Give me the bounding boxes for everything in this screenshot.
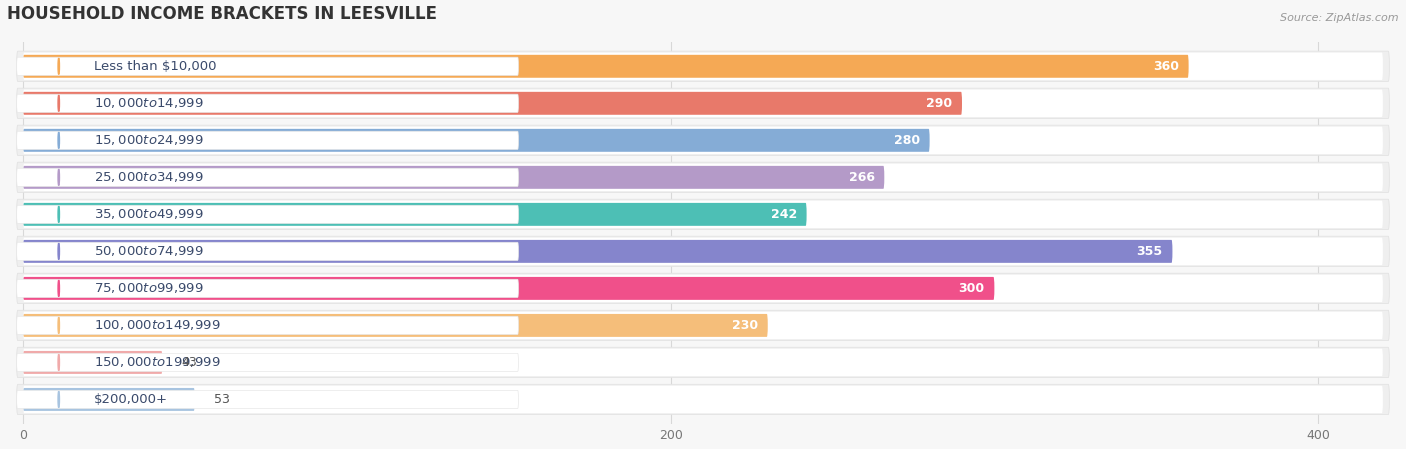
FancyBboxPatch shape bbox=[22, 163, 1384, 191]
Text: 290: 290 bbox=[927, 97, 952, 110]
Text: 242: 242 bbox=[770, 208, 797, 221]
FancyBboxPatch shape bbox=[17, 205, 519, 224]
Text: $35,000 to $49,999: $35,000 to $49,999 bbox=[94, 207, 204, 221]
Text: $25,000 to $34,999: $25,000 to $34,999 bbox=[94, 170, 204, 185]
FancyBboxPatch shape bbox=[17, 273, 1389, 304]
Circle shape bbox=[58, 317, 59, 334]
Text: 280: 280 bbox=[894, 134, 920, 147]
FancyBboxPatch shape bbox=[22, 275, 1384, 302]
FancyBboxPatch shape bbox=[17, 236, 1389, 267]
FancyBboxPatch shape bbox=[22, 240, 1173, 263]
FancyBboxPatch shape bbox=[22, 55, 1188, 78]
FancyBboxPatch shape bbox=[17, 310, 1389, 341]
FancyBboxPatch shape bbox=[17, 131, 519, 150]
Text: 53: 53 bbox=[214, 393, 231, 406]
FancyBboxPatch shape bbox=[17, 199, 1389, 229]
FancyBboxPatch shape bbox=[22, 312, 1384, 339]
Text: $75,000 to $99,999: $75,000 to $99,999 bbox=[94, 282, 204, 295]
Circle shape bbox=[58, 132, 59, 149]
FancyBboxPatch shape bbox=[22, 351, 162, 374]
Text: 300: 300 bbox=[959, 282, 984, 295]
FancyBboxPatch shape bbox=[22, 203, 807, 226]
Circle shape bbox=[58, 391, 59, 408]
FancyBboxPatch shape bbox=[17, 317, 519, 335]
Text: 266: 266 bbox=[849, 171, 875, 184]
FancyBboxPatch shape bbox=[22, 238, 1384, 265]
FancyBboxPatch shape bbox=[17, 242, 519, 260]
FancyBboxPatch shape bbox=[17, 390, 519, 409]
Text: 43: 43 bbox=[181, 356, 197, 369]
FancyBboxPatch shape bbox=[22, 90, 1384, 117]
Text: $15,000 to $24,999: $15,000 to $24,999 bbox=[94, 133, 204, 147]
FancyBboxPatch shape bbox=[17, 347, 1389, 378]
Text: $100,000 to $149,999: $100,000 to $149,999 bbox=[94, 318, 221, 332]
FancyBboxPatch shape bbox=[22, 201, 1384, 228]
Text: $50,000 to $74,999: $50,000 to $74,999 bbox=[94, 244, 204, 258]
Text: Source: ZipAtlas.com: Source: ZipAtlas.com bbox=[1281, 13, 1399, 23]
Circle shape bbox=[58, 58, 59, 75]
FancyBboxPatch shape bbox=[17, 88, 1389, 119]
Text: 230: 230 bbox=[733, 319, 758, 332]
FancyBboxPatch shape bbox=[22, 277, 994, 300]
FancyBboxPatch shape bbox=[22, 129, 929, 152]
Text: Less than $10,000: Less than $10,000 bbox=[94, 60, 217, 73]
FancyBboxPatch shape bbox=[17, 51, 1389, 81]
FancyBboxPatch shape bbox=[22, 388, 194, 411]
FancyBboxPatch shape bbox=[22, 349, 1384, 376]
Text: 360: 360 bbox=[1153, 60, 1178, 73]
Circle shape bbox=[58, 169, 59, 185]
FancyBboxPatch shape bbox=[17, 168, 519, 186]
FancyBboxPatch shape bbox=[22, 127, 1384, 154]
Circle shape bbox=[58, 206, 59, 223]
FancyBboxPatch shape bbox=[17, 353, 519, 371]
Circle shape bbox=[58, 243, 59, 260]
FancyBboxPatch shape bbox=[22, 92, 962, 115]
FancyBboxPatch shape bbox=[17, 57, 519, 75]
FancyBboxPatch shape bbox=[17, 279, 519, 297]
FancyBboxPatch shape bbox=[17, 125, 1389, 155]
FancyBboxPatch shape bbox=[17, 94, 519, 112]
FancyBboxPatch shape bbox=[22, 386, 1384, 413]
Text: HOUSEHOLD INCOME BRACKETS IN LEESVILLE: HOUSEHOLD INCOME BRACKETS IN LEESVILLE bbox=[7, 5, 437, 23]
FancyBboxPatch shape bbox=[22, 166, 884, 189]
FancyBboxPatch shape bbox=[22, 314, 768, 337]
Text: 355: 355 bbox=[1136, 245, 1163, 258]
FancyBboxPatch shape bbox=[17, 384, 1389, 414]
Text: $150,000 to $199,999: $150,000 to $199,999 bbox=[94, 356, 221, 370]
FancyBboxPatch shape bbox=[17, 162, 1389, 193]
Circle shape bbox=[58, 95, 59, 111]
Circle shape bbox=[58, 354, 59, 370]
FancyBboxPatch shape bbox=[22, 53, 1384, 80]
Circle shape bbox=[58, 280, 59, 296]
Text: $200,000+: $200,000+ bbox=[94, 393, 169, 406]
Text: $10,000 to $14,999: $10,000 to $14,999 bbox=[94, 96, 204, 110]
